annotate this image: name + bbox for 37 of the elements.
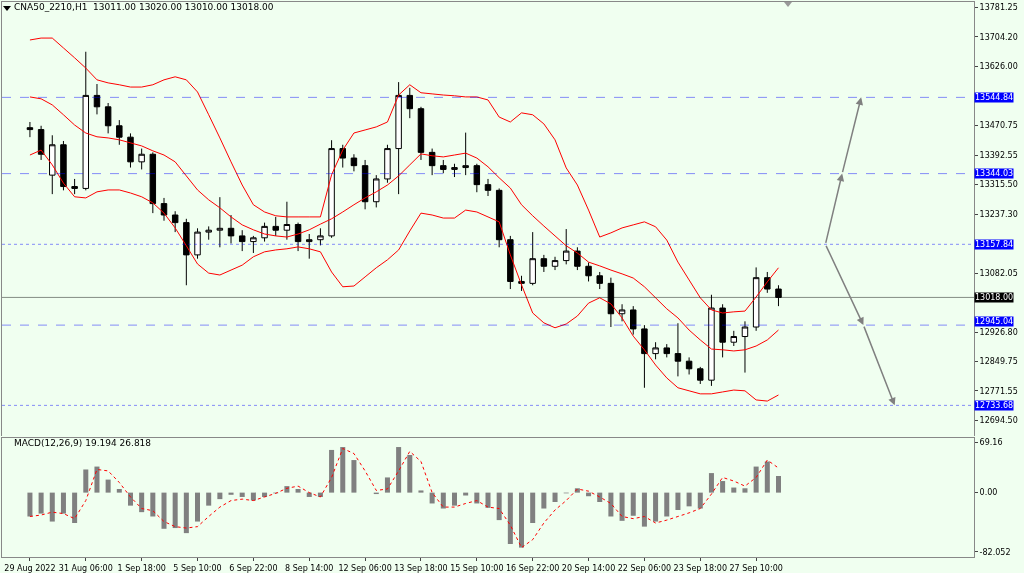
x-tick-label: 12 Sep 06:00 bbox=[338, 563, 392, 573]
x-tick-label: 8 Sep 14:00 bbox=[285, 563, 334, 573]
y-tick-label: 13315.50 bbox=[979, 180, 1018, 190]
ref-line-label: 13018.00 bbox=[975, 293, 1014, 302]
ref-line-label: 13544.84 bbox=[975, 93, 1014, 102]
y-tick-label: 13704.20 bbox=[979, 32, 1018, 42]
y-tick-label: 13392.55 bbox=[979, 150, 1018, 160]
ref-line-label: 13344.03 bbox=[975, 169, 1014, 178]
chart-title: MACD(12,26,9) 19.194 26.818 bbox=[14, 438, 152, 449]
y-tick-label: -82.052 bbox=[979, 547, 1011, 557]
x-tick-label: 1 Sep 18:00 bbox=[117, 563, 166, 573]
ref-line-label: 12733.68 bbox=[975, 401, 1014, 410]
y-tick-label: 13470.75 bbox=[979, 121, 1018, 131]
x-tick-label: 22 Sep 06:00 bbox=[617, 563, 672, 573]
y-tick-label: 12771.55 bbox=[979, 386, 1018, 396]
chart-title: CNA50_2210,H1 13011.00 13020.00 13010.00 13018.00 bbox=[14, 2, 274, 13]
x-tick-label: 5 Sep 10:00 bbox=[173, 563, 222, 573]
x-tick-label: 29 Aug 2022 bbox=[4, 563, 56, 573]
x-tick-label: 20 Sep 14:00 bbox=[561, 563, 616, 573]
y-tick-label: 13082.05 bbox=[979, 268, 1018, 278]
y-tick-label: 0.00 bbox=[979, 488, 998, 498]
y-tick-label: 13626.00 bbox=[979, 62, 1018, 72]
x-tick-label: 15 Sep 10:00 bbox=[450, 563, 504, 573]
x-tick-label: 23 Sep 18:00 bbox=[673, 563, 727, 573]
y-tick-label: 13237.30 bbox=[979, 209, 1018, 219]
x-tick-label: 31 Aug 06:00 bbox=[58, 563, 113, 573]
y-tick-label: 12849.75 bbox=[979, 357, 1018, 367]
y-tick-label: 12694.50 bbox=[979, 416, 1018, 426]
x-tick-label: 13 Sep 18:00 bbox=[394, 563, 448, 573]
x-tick-label: 27 Sep 10:00 bbox=[729, 563, 783, 573]
x-tick-label: 16 Sep 22:00 bbox=[505, 563, 560, 573]
y-tick-label: 13781.25 bbox=[979, 3, 1018, 13]
x-tick-label: 6 Sep 22:00 bbox=[229, 563, 278, 573]
ref-line-label: 13157.84 bbox=[975, 240, 1014, 249]
y-tick-label: 12926.80 bbox=[979, 327, 1018, 337]
ref-line-label: 12945.04 bbox=[975, 317, 1014, 326]
y-tick-label: 69.16 bbox=[979, 438, 1003, 448]
